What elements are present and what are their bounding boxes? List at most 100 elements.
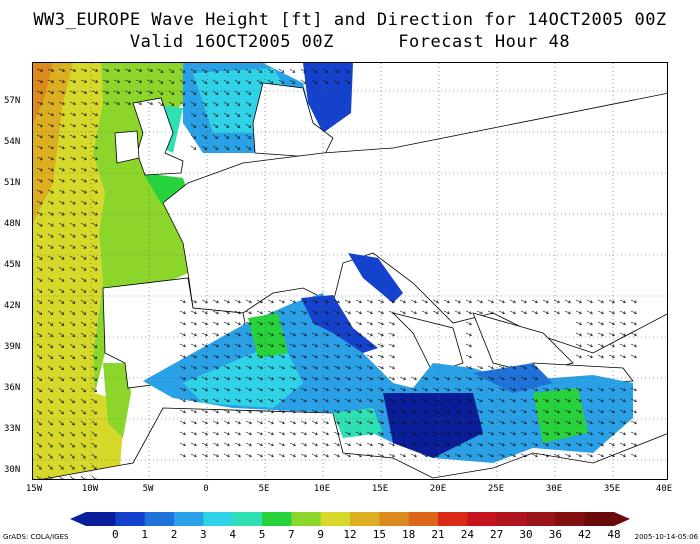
direction-arrow-head <box>51 103 54 106</box>
direction-arrow-head <box>205 300 208 303</box>
direction-arrow <box>443 398 450 402</box>
direction-arrow <box>575 453 582 457</box>
direction-arrow <box>333 420 340 424</box>
direction-arrow-head <box>590 421 593 424</box>
direction-arrow <box>289 453 296 457</box>
direction-arrow-head <box>73 70 76 73</box>
direction-arrow <box>344 299 351 303</box>
direction-arrow-head <box>557 300 560 303</box>
direction-arrow-head <box>546 399 549 402</box>
direction-arrow-head <box>524 421 527 424</box>
direction-arrow <box>377 387 384 391</box>
direction-arrow <box>190 101 197 106</box>
direction-arrow <box>388 332 395 336</box>
direction-arrow <box>91 409 97 415</box>
direction-arrow-head <box>40 400 42 403</box>
direction-arrow <box>575 332 582 336</box>
direction-arrow <box>47 101 54 105</box>
direction-arrow-head <box>568 410 571 413</box>
direction-arrow <box>91 453 97 459</box>
direction-arrow-head <box>480 388 483 391</box>
direction-arrow <box>344 354 351 358</box>
direction-arrow-head <box>326 322 329 325</box>
direction-arrow-head <box>491 388 494 391</box>
direction-arrow-head <box>425 410 428 413</box>
direction-arrow-head <box>535 399 538 402</box>
direction-arrow <box>58 145 65 149</box>
direction-arrow-head <box>216 69 219 73</box>
direction-arrow <box>80 321 87 326</box>
lat-label-39n: 39N <box>4 342 21 352</box>
direction-arrow-head <box>601 443 604 446</box>
direction-arrow-head <box>623 300 626 303</box>
direction-arrow <box>377 365 384 369</box>
direction-arrow-head <box>282 399 285 402</box>
direction-arrow <box>157 90 164 95</box>
direction-arrow-head <box>62 378 64 381</box>
direction-arrow <box>201 79 208 84</box>
direction-arrow <box>377 420 384 424</box>
direction-arrow <box>58 266 65 271</box>
direction-arrow <box>289 310 296 314</box>
direction-arrow-head <box>502 388 505 391</box>
direction-arrow <box>69 376 75 381</box>
direction-arrow-head <box>326 311 329 314</box>
direction-arrow-head <box>282 388 285 391</box>
direction-arrow-head <box>51 378 53 381</box>
direction-arrow <box>190 145 197 150</box>
direction-arrow <box>80 189 87 194</box>
direction-arrow-head <box>601 333 604 336</box>
direction-arrow-head <box>194 300 197 303</box>
direction-arrow <box>91 200 98 205</box>
direction-arrow <box>311 321 318 325</box>
direction-arrow <box>619 442 626 446</box>
direction-arrow <box>201 299 208 303</box>
direction-arrow <box>201 68 208 73</box>
direction-arrow <box>586 420 593 424</box>
direction-arrow-head <box>524 377 527 380</box>
direction-arrow <box>179 420 186 424</box>
direction-arrow-head <box>546 410 549 413</box>
direction-arrow-head <box>480 410 483 413</box>
direction-arrow <box>47 123 54 127</box>
direction-arrow <box>586 398 593 402</box>
direction-arrow-head <box>634 322 637 325</box>
direction-arrow <box>36 365 42 370</box>
direction-arrow-head <box>73 124 76 127</box>
direction-arrow <box>498 453 505 457</box>
direction-arrow-head <box>293 388 296 391</box>
direction-arrow-head <box>73 79 76 83</box>
generation-timestamp: 2005-10-14-05:06 <box>634 533 698 541</box>
direction-arrow-head <box>557 311 560 314</box>
direction-arrow-head <box>590 355 593 358</box>
direction-arrow-head <box>183 454 186 457</box>
direction-arrow <box>465 420 472 424</box>
direction-arrow <box>344 332 351 336</box>
direction-arrow-head <box>61 137 65 139</box>
direction-arrow-head <box>271 80 274 84</box>
direction-arrow-head <box>161 102 164 106</box>
direction-arrow <box>190 134 197 139</box>
direction-arrow-head <box>62 223 65 227</box>
direction-arrow <box>575 299 582 303</box>
direction-arrow <box>212 365 219 369</box>
direction-arrow <box>201 398 208 402</box>
direction-arrow-head <box>359 388 362 391</box>
direction-arrow-head <box>579 344 582 347</box>
direction-arrow-head <box>337 366 340 369</box>
direction-arrow <box>36 211 43 216</box>
direction-arrow <box>630 453 637 457</box>
direction-arrow-head <box>634 399 637 402</box>
direction-arrow-head <box>51 389 53 392</box>
direction-arrow <box>355 354 362 358</box>
direction-arrow-head <box>205 146 208 150</box>
direction-arrow <box>256 409 263 413</box>
direction-arrow <box>256 332 263 336</box>
direction-arrow-head <box>249 113 252 117</box>
direction-arrow <box>234 112 241 117</box>
direction-arrow-head <box>205 377 208 380</box>
direction-arrow <box>278 310 285 314</box>
direction-arrow-head <box>469 454 472 457</box>
direction-arrow <box>47 156 54 160</box>
direction-arrow-head <box>447 443 450 446</box>
